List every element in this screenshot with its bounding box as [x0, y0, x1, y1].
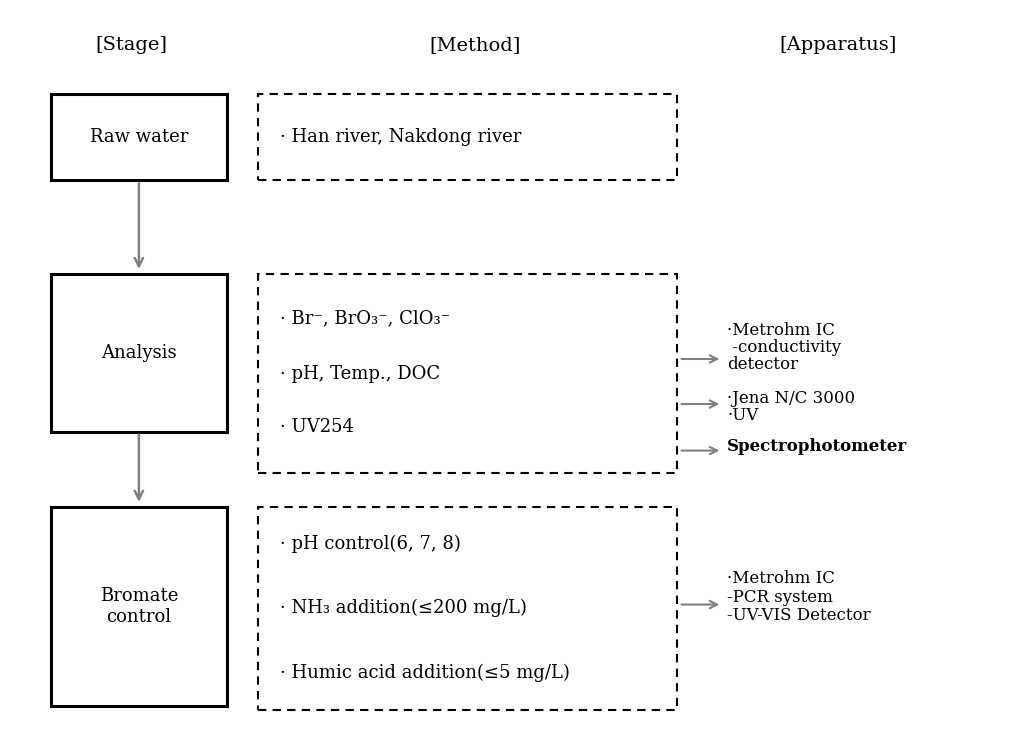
Text: ·Metrohm IC: ·Metrohm IC	[727, 570, 835, 587]
Text: · UV254: · UV254	[280, 418, 354, 436]
Text: ·Jena N/C 3000: ·Jena N/C 3000	[727, 390, 855, 406]
Bar	[50, 507, 227, 706]
Bar	[258, 507, 677, 710]
Text: -UV-VIS Detector: -UV-VIS Detector	[727, 608, 871, 624]
Text: [Stage]: [Stage]	[95, 36, 168, 54]
Bar	[258, 274, 677, 473]
Text: Analysis: Analysis	[101, 344, 177, 362]
Text: ·UV: ·UV	[727, 407, 759, 424]
Bar	[50, 274, 227, 432]
Text: · NH₃ addition(≤200 mg/L): · NH₃ addition(≤200 mg/L)	[280, 599, 526, 617]
Text: [Apparatus]: [Apparatus]	[780, 36, 897, 54]
Text: ·Metrohm IC: ·Metrohm IC	[727, 322, 835, 339]
Text: Spectrophotometer: Spectrophotometer	[727, 439, 907, 455]
Text: · Han river, Nakdong river: · Han river, Nakdong river	[280, 128, 521, 146]
Text: -conductivity: -conductivity	[727, 339, 841, 356]
Text: detector: detector	[727, 357, 798, 373]
Bar	[258, 94, 677, 180]
Text: · Br⁻, BrO₃⁻, ClO₃⁻: · Br⁻, BrO₃⁻, ClO₃⁻	[280, 309, 449, 327]
Text: Raw water: Raw water	[90, 128, 188, 146]
Text: -PCR system: -PCR system	[727, 589, 833, 605]
Bar	[50, 94, 227, 180]
Text: [Method]: [Method]	[429, 36, 520, 54]
Text: Bromate
control: Bromate control	[100, 587, 178, 626]
Text: · pH, Temp., DOC: · pH, Temp., DOC	[280, 365, 440, 382]
Text: · Humic acid addition(≤5 mg/L): · Humic acid addition(≤5 mg/L)	[280, 664, 570, 683]
Text: · pH control(6, 7, 8): · pH control(6, 7, 8)	[280, 534, 461, 553]
